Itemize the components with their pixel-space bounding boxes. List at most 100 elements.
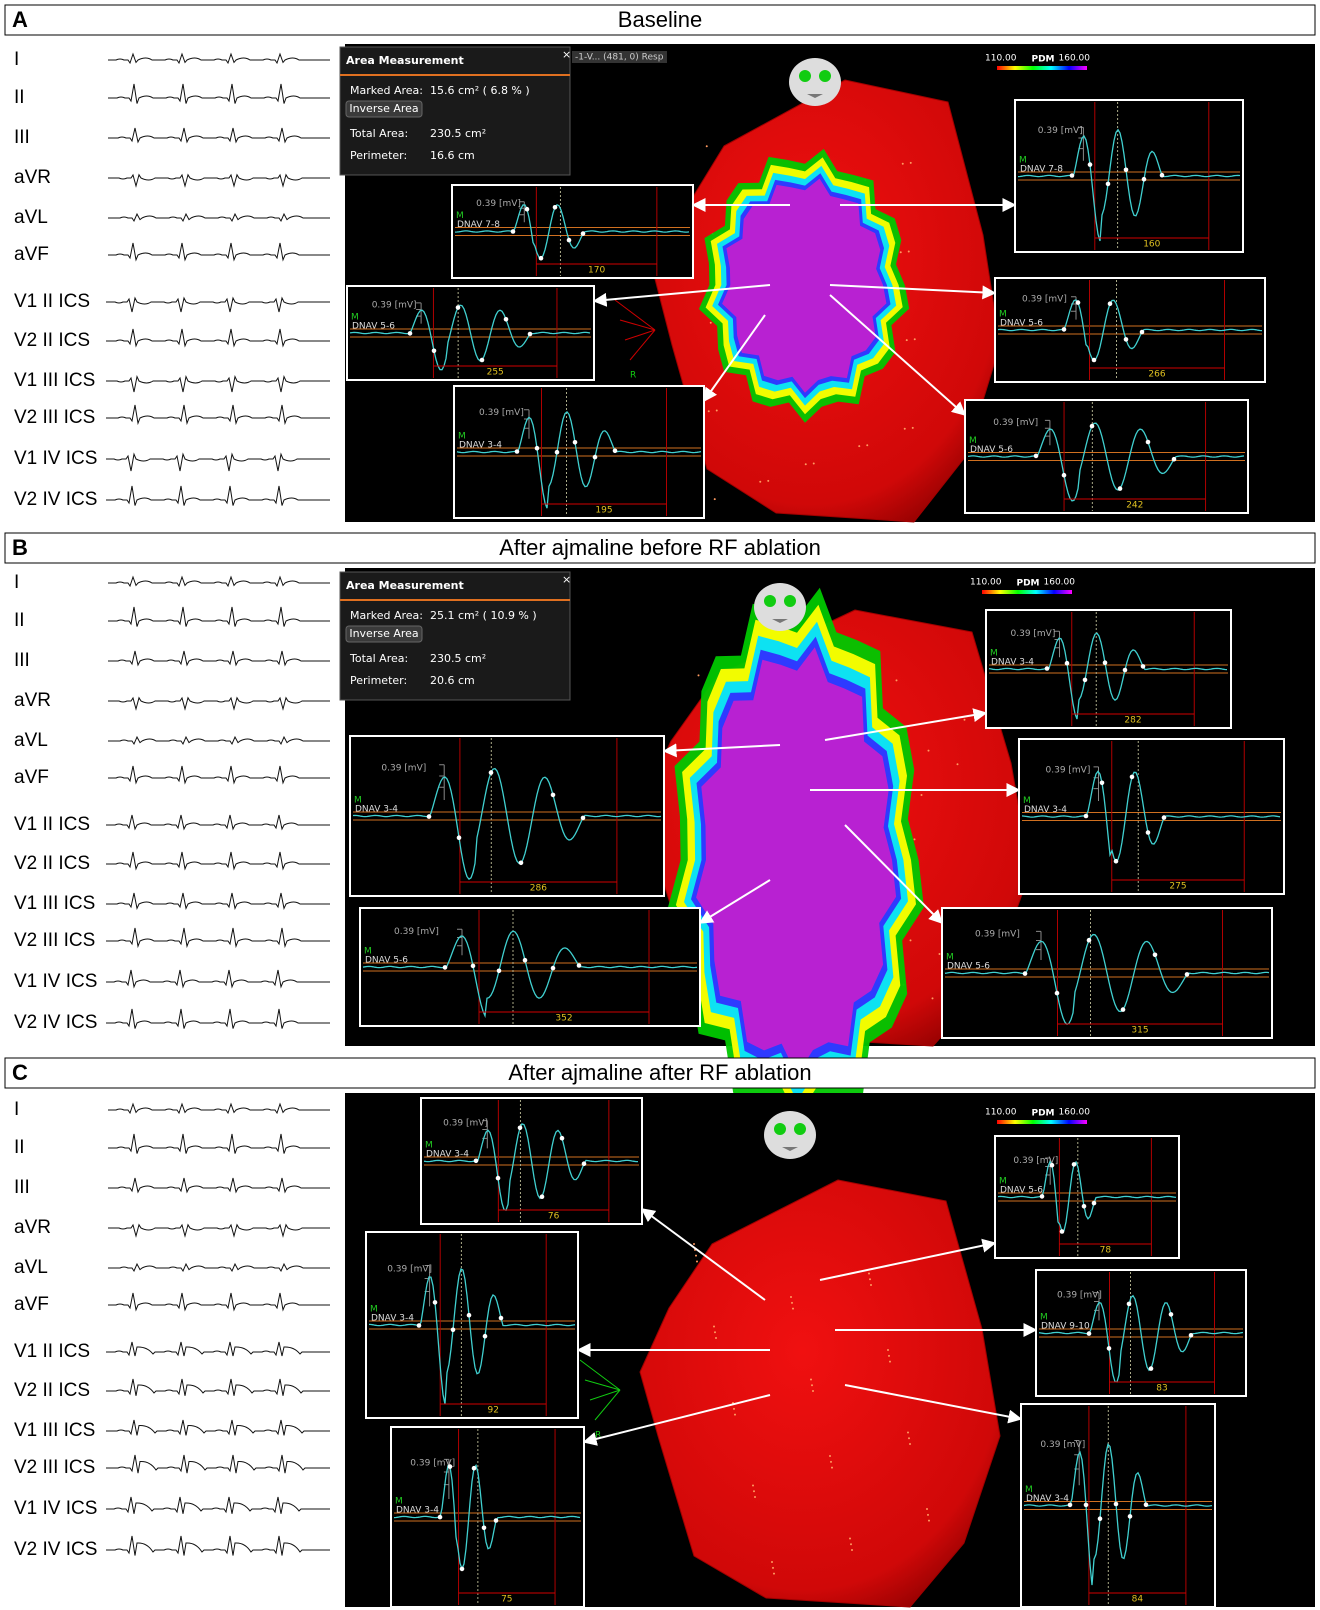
map-point xyxy=(693,1243,695,1245)
lead-label: III xyxy=(14,650,30,671)
annotation-point xyxy=(451,1328,456,1333)
map-point xyxy=(896,679,898,681)
annotation-point xyxy=(1065,661,1070,666)
orientation-label: R xyxy=(630,371,636,381)
annotation-point xyxy=(1084,814,1089,819)
map-point xyxy=(829,1455,831,1457)
map-point xyxy=(710,322,712,324)
annotation-point xyxy=(1124,337,1129,342)
duration-label: 352 xyxy=(555,1014,572,1024)
lead-label: I xyxy=(14,572,19,593)
lead-label: aVF xyxy=(14,1294,49,1315)
close-button[interactable]: × xyxy=(562,48,571,61)
annotation-point xyxy=(1146,440,1151,445)
map-point xyxy=(734,1414,736,1416)
ecg-trace xyxy=(108,1178,330,1192)
eye xyxy=(774,1123,786,1135)
lead-label: aVL xyxy=(14,207,48,228)
annotation-point xyxy=(551,966,556,971)
channel-label: DNAV 5-6 xyxy=(365,956,408,966)
duration-label: 83 xyxy=(1156,1384,1167,1394)
annotation-point xyxy=(494,1518,499,1523)
annotation-point xyxy=(456,305,461,310)
orientation-head xyxy=(789,58,841,106)
ecg-trace xyxy=(108,84,330,104)
annotation-point xyxy=(1072,1162,1077,1167)
lead-label: I xyxy=(14,49,19,70)
legend-label: PDM xyxy=(1031,1109,1054,1119)
map-point xyxy=(759,481,761,483)
map-point xyxy=(851,1549,853,1551)
map-point xyxy=(928,1520,930,1522)
eye xyxy=(764,595,776,607)
channel-label: DNAV 7-8 xyxy=(457,220,500,230)
annotation-point xyxy=(457,835,462,840)
map-point xyxy=(772,1567,774,1569)
ecg-trace xyxy=(106,815,330,829)
annotation-point xyxy=(553,205,558,210)
panel-letter: A xyxy=(12,7,28,32)
map-point xyxy=(870,1284,872,1286)
perimeter-value: 20.6 cm xyxy=(430,674,475,687)
map-point xyxy=(910,162,912,164)
total-area-label: Total Area: xyxy=(349,652,408,665)
annotation-point xyxy=(1040,1194,1045,1199)
channel-label: DNAV 3-4 xyxy=(459,441,502,451)
annotation-point xyxy=(1068,1503,1073,1508)
map-point xyxy=(869,1278,871,1280)
channel-label: DNAV 3-4 xyxy=(1026,1494,1069,1504)
duration-label: 195 xyxy=(595,506,612,516)
annotation-point xyxy=(1103,660,1108,665)
annotation-point xyxy=(1146,830,1151,835)
close-button[interactable]: × xyxy=(562,573,571,586)
channel-label: DNAV 3-4 xyxy=(396,1506,439,1516)
perimeter-value: 16.6 cm xyxy=(430,149,475,162)
map-point xyxy=(912,427,914,429)
map-point xyxy=(810,1378,812,1380)
ecg-trace xyxy=(106,486,330,506)
annotation-point xyxy=(1100,781,1105,786)
ecg-trace xyxy=(108,175,330,186)
map-point xyxy=(698,674,700,676)
annotation-point xyxy=(1149,1366,1154,1371)
duration-label: 170 xyxy=(588,266,605,276)
lead-label: II xyxy=(14,610,25,631)
annotation-point xyxy=(471,964,476,969)
perimeter-label: Perimeter: xyxy=(350,674,407,687)
duration-label: 92 xyxy=(487,1406,498,1416)
annotation-point xyxy=(499,1316,504,1321)
channel-label: DNAV 3-4 xyxy=(355,805,398,815)
annotation-point xyxy=(528,332,533,337)
area-measurement-title: Area Measurement xyxy=(346,579,464,592)
scale-label: 0.39 [mV] xyxy=(394,927,439,937)
toolbar-text: -1-V... (481, 0) Resp xyxy=(575,53,664,63)
map-point xyxy=(706,145,708,147)
map-point xyxy=(708,410,710,412)
duration-label: 76 xyxy=(548,1212,560,1222)
map-point xyxy=(914,838,916,840)
annotation-point xyxy=(417,1323,422,1328)
annotation-point xyxy=(504,317,509,322)
orientation-head xyxy=(754,583,806,631)
lead-label: V2 II ICS xyxy=(14,330,90,351)
lead-label: V2 II ICS xyxy=(14,853,90,874)
annotation-point xyxy=(1153,953,1158,958)
map-point xyxy=(932,997,934,999)
annotation-point xyxy=(1128,1514,1133,1519)
area-measurement-title: Area Measurement xyxy=(346,54,464,67)
lead-label: aVL xyxy=(14,730,48,751)
annotation-point xyxy=(1062,473,1067,478)
annotation-point xyxy=(1084,1503,1089,1508)
annotation-point xyxy=(427,814,432,819)
annotation-point xyxy=(1169,1312,1174,1317)
annotation-point xyxy=(1098,1516,1103,1521)
ecg-trace xyxy=(106,852,330,869)
duration-label: 286 xyxy=(530,884,547,894)
perimeter-label: Perimeter: xyxy=(350,149,407,162)
scale-label: 0.39 [mV] xyxy=(479,408,524,418)
annotation-point xyxy=(408,331,413,336)
channel-label: DNAV 5-6 xyxy=(1000,319,1043,329)
lead-label: V1 II ICS xyxy=(14,814,90,835)
annotation-point xyxy=(472,1466,477,1471)
duration-label: 255 xyxy=(487,368,504,378)
